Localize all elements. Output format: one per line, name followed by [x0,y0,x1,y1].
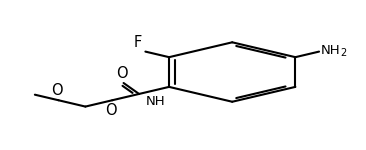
Text: 2: 2 [340,48,346,58]
Text: O: O [105,103,117,118]
Text: O: O [116,66,128,81]
Text: O: O [51,84,63,99]
Text: F: F [134,35,142,50]
Text: NH: NH [146,95,166,108]
Text: NH: NH [321,44,340,57]
